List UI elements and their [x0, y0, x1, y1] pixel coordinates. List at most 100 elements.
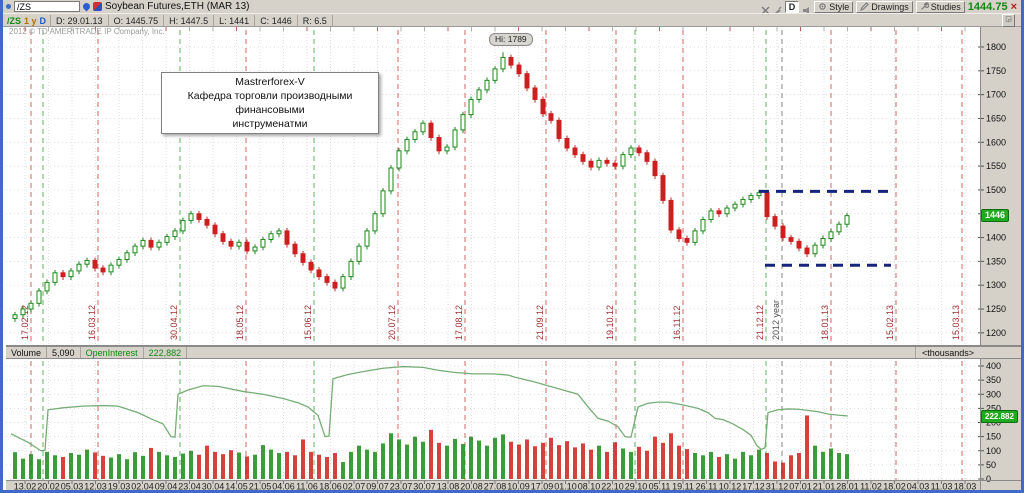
candle-body [140, 239, 146, 247]
ohlc-close: C: 1446 [255, 14, 298, 27]
time-axis-label: 20.08 [460, 482, 483, 492]
time-axis-label: 20.02 [37, 482, 60, 492]
volume-bar [277, 453, 281, 479]
volume-bar [157, 451, 161, 479]
expiration-date-label: 18.01.13 [820, 305, 830, 340]
time-axis-label: 23.04 [178, 482, 201, 492]
style-button[interactable]: Style [814, 0, 854, 13]
expiration-date-label: 21.09.12 [535, 305, 545, 340]
candle-body [204, 218, 210, 226]
candle-body [444, 146, 450, 152]
time-axis-label: 05.11 [649, 482, 671, 492]
volume-bar [845, 454, 849, 479]
volume-bar [285, 451, 289, 479]
scissors-icon[interactable] [761, 2, 770, 15]
volume-bar [325, 456, 329, 479]
pencil-icon [860, 2, 870, 11]
candle-body [28, 302, 34, 310]
open-interest-label: OpenInterest [81, 347, 144, 358]
candle-body [564, 137, 570, 149]
volume-bar [261, 445, 265, 479]
time-axis-strip [6, 481, 980, 490]
volume-bar [693, 453, 697, 479]
candle-body [652, 160, 658, 177]
brush-icon[interactable] [773, 2, 782, 14]
copyright-watermark: 2012 © TD AMERITRADE IP Company, Inc. [9, 27, 165, 36]
time-axis-label: 18.03 [954, 482, 977, 492]
candle-body [492, 68, 498, 81]
chip-range: 1 y [24, 15, 37, 26]
volume-bar [109, 457, 113, 479]
volume-bar [205, 445, 209, 479]
toolbar-row-main: Soybean Futures,ETH (MAR 13) D Style [3, 0, 1021, 15]
candle-body [636, 147, 642, 154]
volume-bar [77, 454, 81, 479]
volume-bar [117, 454, 121, 479]
close-icon[interactable]: × [1010, 0, 1017, 13]
pin-icon[interactable] [81, 1, 92, 12]
time-axis-label: 30.04 [202, 482, 225, 492]
volume-bar [741, 451, 745, 479]
time-axis-label: 29.10 [625, 482, 648, 492]
aggregation-button[interactable]: D [784, 0, 800, 13]
time-axis-label: 22.10 [601, 482, 624, 492]
candle-body [700, 218, 706, 232]
volume-bar [749, 455, 753, 479]
drawings-button[interactable]: Drawings [856, 0, 913, 13]
candle-body [724, 207, 730, 215]
candle-body [716, 210, 722, 215]
timeframe-chip[interactable]: /ZS 1 y D [3, 14, 52, 27]
candle-body [100, 267, 106, 273]
annotation-box[interactable]: Mastrerforex-V Кафедра торговли производ… [161, 72, 379, 134]
candle-body [52, 272, 58, 283]
candle-body [388, 167, 394, 192]
volume-header-spacer [187, 347, 915, 358]
volume-bar [509, 441, 513, 479]
candle-body [324, 276, 330, 283]
annotation-line3: инструменатми [232, 118, 308, 130]
candle-body [420, 122, 426, 133]
volume-bar [605, 451, 609, 479]
alerts-icon[interactable] [802, 2, 811, 14]
symbol-input[interactable] [14, 1, 80, 12]
volume-bar [229, 450, 233, 479]
candle-body [836, 223, 842, 233]
style-gear-icon [818, 2, 827, 11]
candle-body [756, 192, 762, 197]
volume-bar [573, 447, 577, 479]
candle-body [644, 152, 650, 162]
volume-bar [341, 462, 345, 479]
volume-value: 5,090 [47, 347, 81, 358]
candle-body [164, 236, 170, 243]
candle-body [668, 199, 674, 231]
candle-body [148, 239, 154, 248]
volume-bar [533, 446, 537, 479]
instrument-logo-icon [93, 2, 102, 11]
studies-button[interactable]: Studies [915, 0, 965, 13]
time-axis-label: 13.08 [437, 482, 460, 492]
ohlc-open: O: 1445.75 [109, 14, 165, 27]
candle-body [468, 98, 474, 116]
candle-body [372, 213, 378, 232]
volume-bar [445, 445, 449, 479]
candle-body [556, 119, 562, 139]
volume-bar [797, 453, 801, 479]
candle-body [604, 159, 610, 164]
volume-axis-tick-label: 0 [986, 474, 991, 484]
expand-panel-icon[interactable]: ◲ [1002, 14, 1015, 27]
volume-bar [373, 451, 377, 479]
volume-bar [557, 445, 561, 479]
candle-body [68, 270, 74, 278]
volume-bar [45, 451, 49, 479]
expiration-date-label: 17.08.12 [454, 305, 464, 340]
candle-body [108, 264, 114, 273]
candle-body [188, 213, 194, 221]
expiration-date-label: 18.05.12 [235, 305, 245, 340]
time-axis-label: 18.02 [883, 482, 906, 492]
volume-axis-tick-label: 250 [986, 403, 1001, 413]
time-axis-label: 08.10 [578, 482, 601, 492]
volume-bar [581, 443, 585, 479]
candle-body [460, 114, 466, 131]
expiration-date-label: 17.02.12 [20, 305, 30, 340]
